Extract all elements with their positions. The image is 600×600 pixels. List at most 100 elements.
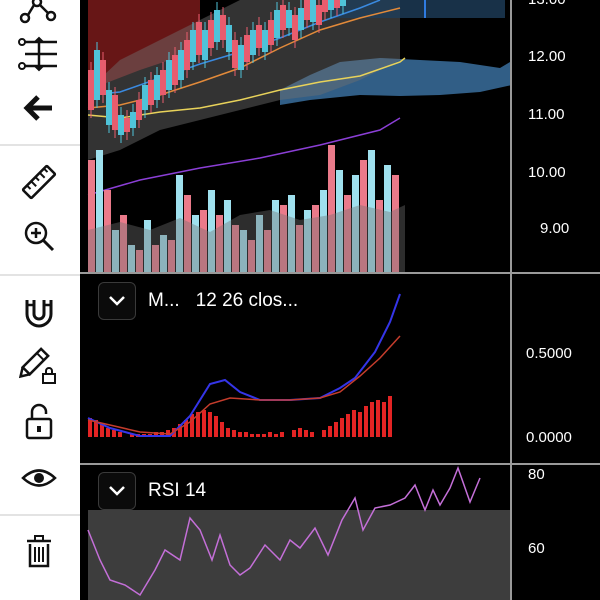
lock-drawing-icon[interactable]: [16, 346, 62, 386]
ichimoku-cloud-bear: [280, 58, 512, 105]
volume-bar: [312, 205, 319, 272]
back-arrow-icon[interactable]: [16, 88, 62, 128]
pane-separator[interactable]: [80, 272, 600, 274]
histogram-bar: [340, 418, 344, 437]
candlestick: [124, 110, 130, 140]
volume-bars: [88, 145, 399, 272]
candlestick: [166, 52, 172, 98]
rsi-axis-label: 60: [528, 540, 545, 557]
histogram-bar: [364, 406, 368, 437]
volume-bar: [104, 190, 111, 272]
histogram-bar: [100, 424, 104, 437]
histogram-bar: [178, 424, 182, 437]
candlestick: [148, 72, 154, 113]
candlestick: [322, 0, 328, 20]
candlestick: [316, 0, 322, 33]
rsi-collapse-button[interactable]: [98, 472, 136, 510]
volume-bar: [160, 235, 167, 272]
rsi-band: [88, 510, 510, 600]
bollinger-band-fill: [88, 0, 400, 160]
histogram-bar: [274, 434, 278, 437]
candlestick: [118, 107, 124, 143]
volume-bar: [344, 195, 351, 272]
zoom-in-icon[interactable]: [16, 216, 62, 256]
histogram-bar: [196, 412, 200, 437]
volume-bar: [192, 215, 199, 272]
macd-axis-label: 0.0000: [526, 429, 572, 446]
candlestick: [298, 0, 304, 38]
candlestick: [190, 22, 196, 70]
candlestick: [112, 87, 118, 138]
magnet-icon[interactable]: [16, 292, 62, 332]
price-pane: [87, 0, 512, 272]
histogram-bar: [190, 414, 194, 437]
histogram-bar: [154, 432, 158, 437]
histogram-bar: [94, 420, 98, 437]
candlestick: [160, 62, 166, 103]
candlestick: [94, 42, 100, 108]
histogram-bar: [250, 434, 254, 437]
candlestick: [268, 12, 274, 53]
chart-area[interactable]: [80, 0, 600, 600]
histogram-bar: [238, 432, 242, 437]
eye-icon[interactable]: [16, 458, 62, 498]
volume-bar: [304, 210, 311, 272]
candlestick: [262, 22, 268, 60]
volume-bar: [336, 170, 343, 272]
candlestick: [250, 22, 256, 63]
histogram-bar: [130, 434, 134, 437]
candlestick: [106, 82, 112, 133]
volume-bar: [224, 200, 231, 272]
candlestick: [256, 17, 262, 56]
volume-bar: [232, 225, 239, 272]
histogram-bar: [262, 434, 266, 437]
candlestick: [202, 22, 208, 68]
candlestick: [286, 2, 292, 36]
volume-bar: [328, 145, 335, 272]
trend-line-tool-icon[interactable]: [16, 0, 62, 26]
candlestick: [136, 92, 142, 128]
macd-collapse-button[interactable]: [98, 282, 136, 320]
trash-icon[interactable]: [16, 532, 62, 572]
candlestick: [274, 2, 280, 46]
volume-bar: [376, 200, 383, 272]
histogram-bar: [256, 434, 260, 437]
chart-canvas[interactable]: [80, 0, 600, 600]
volume-bar: [200, 210, 207, 272]
candlestick: [328, 0, 334, 18]
volume-bar: [288, 195, 295, 272]
histogram-bar: [88, 418, 92, 437]
volume-bar: [320, 190, 327, 272]
highlight-region: [330, 0, 505, 18]
histogram-bar: [298, 428, 302, 437]
histogram-bar: [310, 432, 314, 437]
histogram-bar: [106, 428, 110, 437]
histogram-bar: [268, 432, 272, 437]
histogram-bar: [346, 414, 350, 437]
signal-line: [87, 335, 401, 435]
price-axis-label: 9.00: [540, 220, 570, 237]
rsi-line: [87, 465, 481, 597]
histogram-bar: [160, 432, 164, 437]
volume-bar: [384, 165, 391, 272]
volume-bar: [256, 215, 263, 272]
candlestick: [142, 77, 148, 118]
candlestick: [184, 32, 190, 78]
ruler-icon[interactable]: [16, 162, 62, 202]
histogram-bar: [370, 402, 374, 437]
volume-ma-fill: [88, 205, 405, 272]
macd-title-name: M...: [148, 290, 180, 311]
rsi-title: RSI 14: [148, 480, 207, 501]
histogram-bar: [208, 412, 212, 437]
price-axis-separator[interactable]: [510, 0, 512, 600]
histogram-bar: [214, 416, 218, 437]
volume-bar: [152, 245, 159, 272]
fibonacci-tool-icon[interactable]: [16, 34, 62, 74]
unlock-icon[interactable]: [16, 402, 62, 442]
volume-bar: [176, 175, 183, 272]
pane-separator[interactable]: [80, 463, 600, 465]
candlestick: [208, 12, 214, 56]
volume-bar: [144, 220, 151, 272]
volume-bar: [368, 150, 375, 272]
candlestick: [292, 7, 298, 48]
